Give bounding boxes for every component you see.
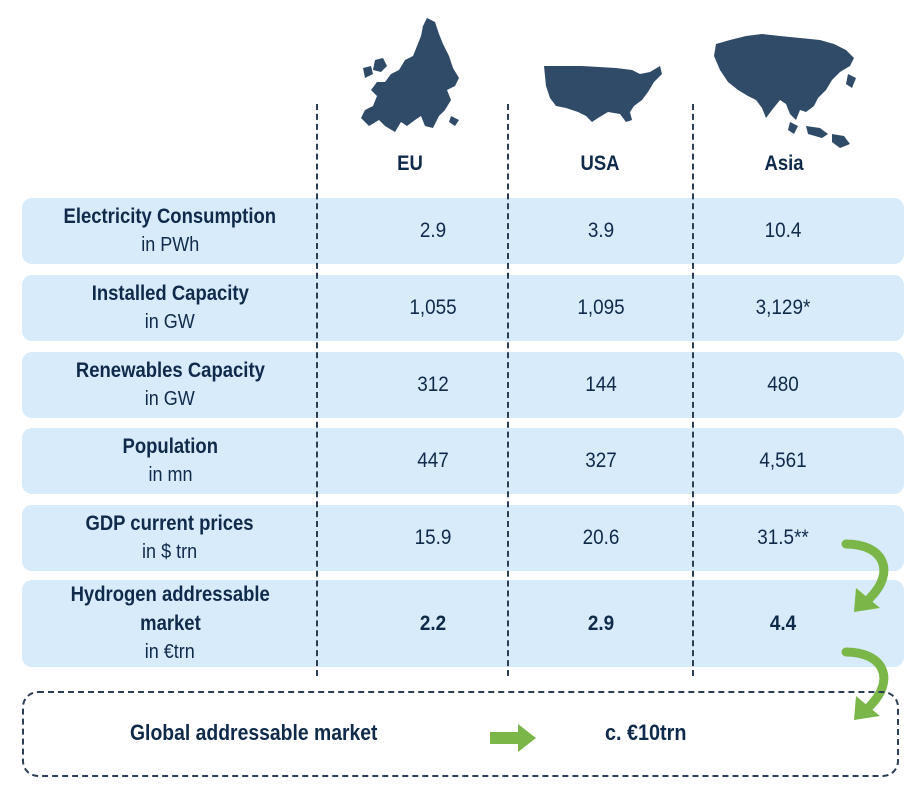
table-row: Population in mn 447 327 4,561 xyxy=(22,428,904,494)
row-title: Renewables Capacity xyxy=(75,359,265,382)
column-divider xyxy=(507,104,509,676)
cell-usa: 327 xyxy=(585,449,617,472)
row-label: Electricity Consumption in PWh xyxy=(22,198,318,264)
row-title: Electricity Consumption xyxy=(63,205,277,228)
row-unit: in PWh xyxy=(140,234,200,256)
asia-map-icon xyxy=(710,30,862,152)
cell-usa: 1,095 xyxy=(577,296,625,319)
row-background xyxy=(22,275,904,341)
cell-usa: 144 xyxy=(585,373,617,396)
row-background xyxy=(22,505,904,571)
usa-map-icon xyxy=(542,62,664,124)
cell-eu: 1,055 xyxy=(409,296,457,319)
row-label: Renewables Capacity in GW xyxy=(22,352,318,418)
cell-usa: 20.6 xyxy=(582,526,620,549)
row-background xyxy=(22,428,904,494)
cell-eu: 2.2 xyxy=(419,611,447,635)
column-divider xyxy=(692,104,694,676)
table-row: Installed Capacity in GW 1,055 1,095 3,1… xyxy=(22,275,904,341)
table-row: Electricity Consumption in PWh 2.9 3.9 1… xyxy=(22,198,904,264)
column-header-eu: EU xyxy=(397,152,423,175)
row-background xyxy=(22,352,904,418)
row-title: Population xyxy=(122,435,218,458)
global-market-box xyxy=(22,691,899,777)
row-title: GDP current prices xyxy=(85,512,255,535)
column-header-usa: USA xyxy=(580,152,620,175)
curved-arrow-icon xyxy=(836,640,906,729)
eu-map-icon xyxy=(355,16,467,136)
cell-eu: 2.9 xyxy=(419,219,447,242)
column-header-asia: Asia xyxy=(764,152,804,175)
row-unit: in mn xyxy=(147,464,193,486)
row-background xyxy=(22,580,904,667)
row-unit: in $ trn xyxy=(142,541,198,563)
row-unit: in GW xyxy=(144,388,196,410)
row-title-line2: market xyxy=(139,612,201,635)
cell-eu: 447 xyxy=(417,449,449,472)
row-background xyxy=(22,198,904,264)
cell-asia: 480 xyxy=(767,373,799,396)
cell-eu: 312 xyxy=(417,373,449,396)
row-unit: in €trn xyxy=(144,641,196,663)
table-row: Renewables Capacity in GW 312 144 480 xyxy=(22,352,904,418)
global-market-value: c. €10trn xyxy=(605,720,687,745)
cell-asia: 4.4 xyxy=(769,611,797,635)
row-label: GDP current prices in $ trn xyxy=(22,505,318,571)
row-label: Population in mn xyxy=(22,428,318,494)
cell-eu: 15.9 xyxy=(414,526,452,549)
cell-asia: 31.5** xyxy=(757,526,809,549)
row-unit: in GW xyxy=(144,311,196,333)
table-row: GDP current prices in $ trn 15.9 20.6 31… xyxy=(22,505,904,571)
right-arrow-icon xyxy=(490,724,538,757)
cell-usa: 3.9 xyxy=(587,219,615,242)
row-title: Hydrogen addressable xyxy=(70,583,270,606)
row-label: Installed Capacity in GW xyxy=(22,275,318,341)
row-title: Installed Capacity xyxy=(91,282,249,305)
column-divider xyxy=(316,104,318,676)
cell-asia: 10.4 xyxy=(764,219,802,242)
global-market-label: Global addressable market xyxy=(130,720,378,745)
cell-usa: 2.9 xyxy=(587,611,615,635)
cell-asia: 4,561 xyxy=(759,449,807,472)
cell-asia: 3,129* xyxy=(755,296,811,319)
curved-arrow-icon xyxy=(836,532,906,621)
row-label: Hydrogen addressable market in €trn xyxy=(22,580,318,667)
table-row: Hydrogen addressable market in €trn 2.2 … xyxy=(22,580,904,667)
